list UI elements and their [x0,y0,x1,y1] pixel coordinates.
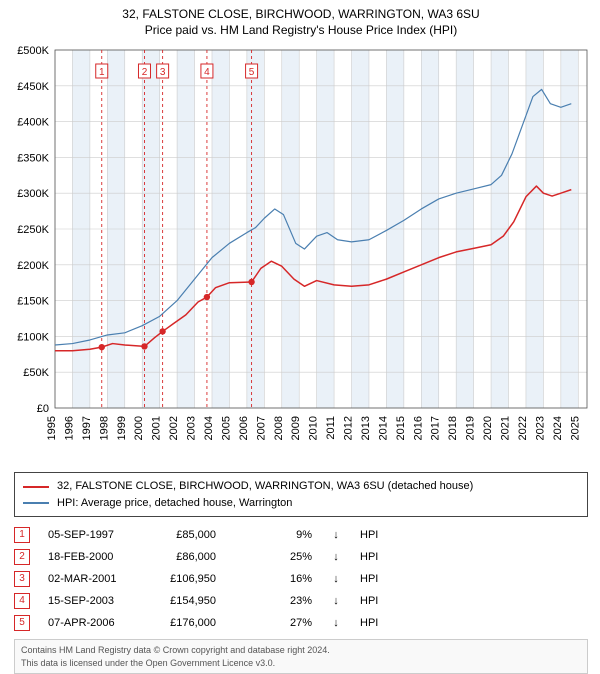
svg-text:1998: 1998 [98,416,110,440]
svg-text:£200K: £200K [17,260,49,272]
svg-text:2015: 2015 [395,416,407,440]
event-pct: 23% [276,595,312,607]
event-date: 18-FEB-2000 [48,551,128,563]
legend-item: HPI: Average price, detached house, Warr… [23,495,579,512]
svg-text:2013: 2013 [360,416,372,440]
svg-text:2009: 2009 [290,416,302,440]
event-pct: 16% [276,573,312,585]
svg-text:£500K: £500K [17,45,49,57]
svg-text:2003: 2003 [186,416,198,440]
event-date: 07-APR-2006 [48,617,128,629]
event-price: £154,950 [146,595,216,607]
svg-text:1996: 1996 [63,416,75,440]
attribution-line-2: This data is licensed under the Open Gov… [21,657,581,669]
event-list: 1 05-SEP-1997 £85,000 9% ↓ HPI 2 18-FEB-2000 £86… [14,527,588,631]
svg-text:2020: 2020 [482,416,494,440]
svg-text:2011: 2011 [325,416,337,440]
down-arrow-icon: ↓ [330,551,342,563]
event-marker: 1 [14,527,30,543]
svg-text:2007: 2007 [255,416,267,440]
title-line-2: Price paid vs. HM Land Registry's House … [4,22,598,38]
svg-text:£450K: £450K [17,81,49,93]
svg-text:2017: 2017 [430,416,442,440]
event-row: 2 18-FEB-2000 £86,000 25% ↓ HPI [14,549,588,565]
down-arrow-icon: ↓ [330,573,342,585]
event-row: 3 02-MAR-2001 £106,950 16% ↓ HPI [14,571,588,587]
event-price: £86,000 [146,551,216,563]
svg-text:£50K: £50K [23,368,49,380]
svg-text:2021: 2021 [500,416,512,440]
svg-text:2023: 2023 [534,416,546,440]
event-hpi-label: HPI [360,529,378,541]
chart-svg: £0 £50K £100K £150K £200K £250K £300K £350K £400… [5,42,597,462]
chart: £0 £50K £100K £150K £200K £250K £300K £350K £400… [5,42,597,462]
down-arrow-icon: ↓ [330,595,342,607]
svg-text:2012: 2012 [343,416,355,440]
svg-text:2008: 2008 [273,416,285,440]
svg-text:4: 4 [204,67,210,78]
event-row: 1 05-SEP-1997 £85,000 9% ↓ HPI [14,527,588,543]
title-line-1: 32, FALSTONE CLOSE, BIRCHWOOD, WARRINGTO… [4,6,598,22]
svg-text:5: 5 [249,67,255,78]
svg-text:1997: 1997 [81,416,93,440]
event-date: 05-SEP-1997 [48,529,128,541]
svg-text:2006: 2006 [238,416,250,440]
svg-text:£400K: £400K [17,117,49,129]
figure-container: 32, FALSTONE CLOSE, BIRCHWOOD, WARRINGTO… [0,0,600,650]
event-price: £176,000 [146,617,216,629]
legend-label: HPI: Average price, detached house, Warr… [57,495,292,512]
svg-text:2000: 2000 [133,416,145,440]
svg-text:2002: 2002 [168,416,180,440]
legend-swatch [23,486,49,488]
legend-label: 32, FALSTONE CLOSE, BIRCHWOOD, WARRINGTO… [57,478,473,495]
svg-text:3: 3 [160,67,166,78]
svg-text:2: 2 [142,67,148,78]
svg-text:2005: 2005 [220,416,232,440]
svg-text:2001: 2001 [151,416,163,440]
event-price: £85,000 [146,529,216,541]
svg-text:£350K: £350K [17,153,49,165]
event-hpi-label: HPI [360,595,378,607]
attribution-line-1: Contains HM Land Registry data © Crown c… [21,644,581,656]
svg-text:2024: 2024 [552,416,564,440]
title-block: 32, FALSTONE CLOSE, BIRCHWOOD, WARRINGTO… [4,6,598,38]
svg-text:2018: 2018 [447,416,459,440]
event-date: 15-SEP-2003 [48,595,128,607]
event-hpi-label: HPI [360,551,378,563]
svg-text:2014: 2014 [377,416,389,440]
svg-text:£300K: £300K [17,189,49,201]
event-hpi-label: HPI [360,617,378,629]
svg-text:£250K: £250K [17,224,49,236]
event-marker: 3 [14,571,30,587]
event-pct: 27% [276,617,312,629]
event-hpi-label: HPI [360,573,378,585]
svg-text:2019: 2019 [465,416,477,440]
attribution: Contains HM Land Registry data © Crown c… [14,639,588,673]
svg-text:1995: 1995 [46,416,58,440]
event-marker: 5 [14,615,30,631]
legend-swatch [23,502,49,504]
event-marker: 2 [14,549,30,565]
event-row: 5 07-APR-2006 £176,000 27% ↓ HPI [14,615,588,631]
svg-text:£0: £0 [37,403,49,415]
legend: 32, FALSTONE CLOSE, BIRCHWOOD, WARRINGTO… [14,472,588,517]
event-date: 02-MAR-2001 [48,573,128,585]
svg-text:1: 1 [99,67,105,78]
event-pct: 25% [276,551,312,563]
event-price: £106,950 [146,573,216,585]
svg-text:1999: 1999 [116,416,128,440]
svg-text:2016: 2016 [412,416,424,440]
event-row: 4 15-SEP-2003 £154,950 23% ↓ HPI [14,593,588,609]
svg-text:£150K: £150K [17,296,49,308]
down-arrow-icon: ↓ [330,529,342,541]
legend-item: 32, FALSTONE CLOSE, BIRCHWOOD, WARRINGTO… [23,478,579,495]
svg-text:£100K: £100K [17,332,49,344]
svg-text:2004: 2004 [203,416,215,440]
event-pct: 9% [276,529,312,541]
event-marker: 4 [14,593,30,609]
svg-text:2025: 2025 [569,416,581,440]
svg-text:2022: 2022 [517,416,529,440]
down-arrow-icon: ↓ [330,617,342,629]
svg-text:2010: 2010 [308,416,320,440]
